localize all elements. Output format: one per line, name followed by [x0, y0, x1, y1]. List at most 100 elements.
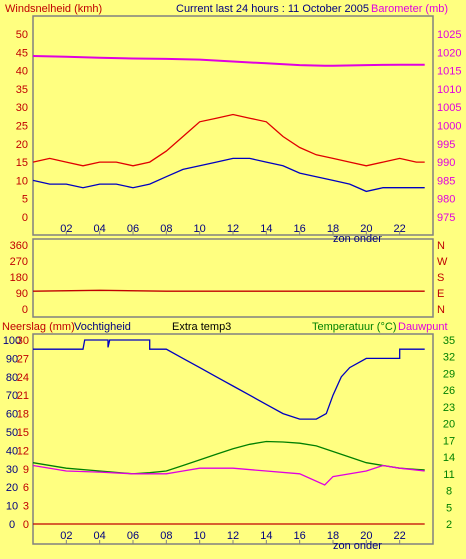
panel1-x-ticks: 02 04 06 08 10 12 14 16 18 20 22: [60, 223, 406, 235]
x-tick-label: 04: [94, 223, 106, 235]
rain-y-tick: 3: [23, 501, 29, 513]
temperature-y-tick: 35: [443, 335, 455, 347]
x-tick-label: 06: [127, 530, 139, 542]
series-dewpoint: [32, 464, 425, 486]
temperature-y-tick: 29: [443, 368, 455, 380]
wind-y-tick: 45: [16, 47, 28, 59]
humidity-y-tick: 30: [6, 464, 18, 476]
humidity-y-tick: 100: [3, 335, 21, 347]
barometer-y-tick: 1015: [437, 66, 461, 78]
extra-temp-label: Extra temp3: [172, 321, 231, 333]
rain-y-tick: 27: [17, 353, 29, 365]
x-tick-label: 18: [327, 223, 339, 235]
wind-y-tick: 20: [16, 139, 28, 151]
x-tick-label: 10: [194, 223, 206, 235]
series-gust: [32, 113, 425, 167]
x-tick-label: 08: [160, 530, 172, 542]
series-average: [32, 157, 425, 193]
series-wind_direction: [32, 289, 425, 292]
humidity-axis-label: Vochtigheid: [74, 321, 131, 333]
panel3-x-ticks: 02 04 06 08 10 12 14 16 18 20 22: [60, 530, 406, 544]
compass-label: W: [437, 256, 448, 268]
wind-y-tick: 15: [16, 157, 28, 169]
humidity-y-tick: 20: [6, 482, 18, 494]
temperature-y-tick: 14: [443, 452, 455, 464]
wind-y-tick: 40: [16, 66, 28, 78]
rain-y-tick: 0: [23, 519, 29, 531]
panel2-series: [32, 289, 425, 292]
direction-y-tick: 270: [10, 256, 28, 268]
series-barometer: [32, 55, 425, 67]
x-tick-label: 10: [194, 530, 206, 542]
barometer-y-tick: 980: [437, 194, 455, 206]
sunset-label-1: zon onder: [333, 233, 382, 245]
barometer-y-tick: 975: [437, 212, 455, 224]
wind-y-tick: 25: [16, 121, 28, 133]
humidity-y-tick: 60: [6, 409, 18, 421]
temperature-y-tick: 11: [443, 469, 454, 481]
chart-title: Current last 24 hours : 11 October 2005: [176, 3, 369, 15]
rain-y-tick: 30: [17, 335, 29, 347]
barometer-axis-label: Barometer (mb): [371, 3, 448, 15]
panel3-series: [32, 339, 425, 525]
direction-y-tick: 360: [10, 240, 28, 252]
barometer-y-tick: 1005: [437, 102, 461, 114]
temperature-y-tick: 23: [443, 402, 455, 414]
rain-y-tick: 12: [17, 445, 29, 457]
temperature-y-tick: 20: [443, 419, 455, 431]
temperature-y-tick: 2: [446, 519, 452, 531]
x-tick-label: 08: [160, 223, 172, 235]
series-temperature: [32, 440, 425, 475]
wind-y-tick: 10: [16, 175, 28, 187]
rain-y-tick: 24: [17, 372, 29, 384]
x-tick-label: 16: [294, 530, 306, 542]
panel3-ticks: 1009080706050403020100302724211815129630…: [3, 335, 455, 531]
panel1-ticks: 5045403530252015105010251020101510101005…: [16, 29, 462, 224]
wind-axis-label: Windsnelheid (kmh): [5, 3, 102, 15]
humidity-y-tick: 40: [6, 445, 18, 457]
barometer-y-tick: 995: [437, 139, 455, 151]
humidity-y-tick: 70: [6, 390, 18, 402]
humidity-y-tick: 50: [6, 427, 18, 439]
humidity-y-tick: 0: [9, 519, 15, 531]
compass-label: S: [437, 272, 444, 284]
rain-y-tick: 9: [23, 464, 29, 476]
temperature-y-tick: 26: [443, 385, 455, 397]
wind-y-tick: 0: [22, 212, 28, 224]
temperature-y-tick: 17: [443, 435, 455, 447]
compass-label: N: [437, 240, 445, 252]
rain-y-tick: 6: [23, 482, 29, 494]
temperature-y-tick: 5: [446, 502, 452, 514]
barometer-y-tick: 1010: [437, 84, 461, 96]
dewpoint-axis-label: Dauwpunt: [398, 321, 448, 333]
barometer-y-tick: 990: [437, 157, 455, 169]
x-tick-label: 22: [394, 530, 406, 542]
temperature-y-tick: 8: [446, 486, 452, 498]
direction-y-tick: 180: [10, 272, 28, 284]
x-tick-label: 16: [294, 223, 306, 235]
panel-wind-frame: [32, 15, 434, 236]
x-tick-label: 20: [360, 530, 372, 542]
compass-label: E: [437, 288, 444, 300]
rain-y-tick: 21: [17, 390, 29, 402]
panel1-series: [32, 55, 425, 193]
compass-label: N: [437, 304, 445, 316]
x-tick-label: 18: [327, 530, 339, 542]
wind-y-tick: 30: [16, 102, 28, 114]
barometer-y-tick: 1025: [437, 29, 461, 41]
wind-y-tick: 5: [22, 194, 28, 206]
humidity-y-tick: 80: [6, 372, 18, 384]
x-tick-label: 14: [260, 223, 272, 235]
direction-y-tick: 0: [22, 304, 28, 316]
rain-y-tick: 15: [17, 427, 29, 439]
humidity-y-tick: 90: [6, 353, 18, 365]
rain-y-tick: 18: [17, 409, 29, 421]
barometer-y-tick: 985: [437, 175, 455, 187]
wind-y-tick: 35: [16, 84, 28, 96]
x-tick-label: 02: [60, 223, 72, 235]
series-humidity: [33, 339, 425, 420]
x-tick-label: 12: [227, 530, 239, 542]
x-tick-label: 04: [94, 530, 106, 542]
